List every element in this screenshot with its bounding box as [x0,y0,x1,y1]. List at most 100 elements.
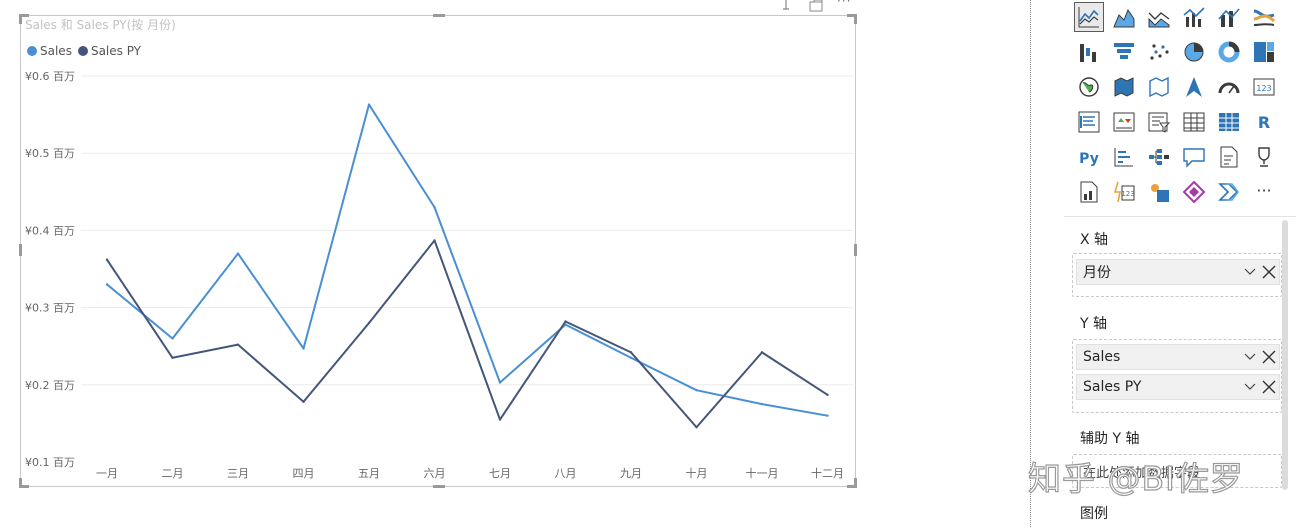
data-point[interactable] [105,258,109,261]
waterfall-chart-icon[interactable] [1074,37,1104,67]
data-point[interactable] [433,239,436,242]
x-axis-well[interactable]: 月份 [1072,253,1282,297]
power-automate-icon[interactable] [1144,177,1174,207]
data-point[interactable] [367,103,371,106]
resize-handle-right[interactable] [854,244,857,256]
chevron-down-icon[interactable] [1241,374,1259,400]
y-axis-field-sales[interactable]: Sales [1076,344,1280,370]
data-point[interactable] [171,337,174,340]
resize-handle-top-right[interactable] [847,14,857,24]
goals-icon[interactable] [1249,142,1279,172]
legend-marker-sales [27,46,37,56]
smart-narrative-icon[interactable] [1214,142,1244,172]
resize-handle-bottom[interactable] [433,485,445,488]
focus-mode-icon[interactable] [809,0,823,15]
close-icon[interactable] [1259,259,1279,285]
chevron-down-icon[interactable] [1241,259,1259,285]
funnel-chart-icon[interactable] [1109,37,1139,67]
secondary-y-axis-well[interactable]: 在此处添加数据字段 [1072,454,1282,488]
series-line-sales-py[interactable] [106,239,829,429]
resize-handle-top[interactable] [433,14,445,17]
stacked-area-chart-icon[interactable] [1144,2,1174,32]
x-axis-field-month[interactable]: 月份 [1076,259,1280,285]
scatter-chart-icon[interactable] [1144,37,1174,67]
card-icon[interactable]: 123 [1249,72,1279,102]
legend-item-sales-py[interactable]: Sales PY [77,44,142,58]
area-chart-icon[interactable] [1109,2,1139,32]
power-apps-diamond-icon[interactable] [1214,177,1244,207]
key-influencers-icon[interactable] [1109,142,1139,172]
data-point[interactable] [367,321,371,325]
azure-map-icon[interactable] [1179,72,1209,102]
data-point[interactable] [498,381,502,384]
kpi-icon[interactable] [1109,107,1139,137]
qa-visual-icon[interactable] [1179,142,1209,172]
pie-chart-icon[interactable] [1179,37,1209,67]
x-tick-label: 一月 [96,467,118,480]
matrix-icon[interactable] [1214,107,1244,137]
data-point[interactable] [695,389,698,392]
x-tick-label: 九月 [620,467,642,480]
visualizations-pane: 123 R Py 123 ··· X 轴 月份 Y 轴 Sales Sales PY [1064,0,1296,527]
legend-label-sales-py: Sales PY [90,44,142,58]
data-point[interactable] [695,426,698,429]
data-point[interactable] [302,347,305,350]
gauge-icon[interactable] [1214,72,1244,102]
line-stacked-column-icon[interactable] [1214,2,1244,32]
ribbon-chart-icon[interactable] [1249,2,1279,32]
data-point[interactable] [760,351,764,354]
resize-handle-top-left[interactable] [19,14,29,24]
data-point[interactable] [105,283,109,286]
donut-chart-icon[interactable] [1214,37,1244,67]
series-line-sales[interactable] [106,103,828,417]
data-point[interactable] [629,356,633,359]
pane-scrollbar[interactable] [1282,220,1288,490]
more-visuals-icon[interactable]: ··· [1249,177,1279,207]
filled-map-icon[interactable] [1109,72,1139,102]
y-tick-label: ¥0.6 百万 [25,70,75,83]
close-icon[interactable] [1259,374,1279,400]
slicer-icon[interactable] [1144,107,1174,137]
data-point[interactable] [629,351,633,354]
legend-item-sales[interactable]: Sales [27,44,72,58]
resize-handle-bottom-right[interactable] [847,478,857,488]
svg-text:Py: Py [1079,151,1099,167]
data-point[interactable] [236,343,240,346]
arcgis-icon[interactable] [1179,177,1209,207]
data-point[interactable] [171,356,174,359]
more-options-icon[interactable]: ··· [837,0,852,8]
paginated-report-icon[interactable] [1074,177,1104,207]
data-point[interactable] [302,400,305,403]
data-point[interactable] [564,320,567,323]
table-icon[interactable] [1179,107,1209,137]
r-script-visual-icon[interactable]: R [1249,107,1279,137]
y-axis-field-sales-py[interactable]: Sales PY [1076,374,1280,400]
close-icon[interactable] [1259,344,1279,370]
data-point[interactable] [433,206,436,209]
line-clustered-column-icon[interactable] [1179,2,1209,32]
x-tick-label: 七月 [489,467,511,480]
data-point[interactable] [826,393,829,397]
line-chart-visual[interactable]: ··· Sales 和 Sales PY(按 月份) Sales Sales P… [19,0,857,488]
pin-icon[interactable] [781,0,791,15]
python-visual-icon[interactable]: Py [1074,142,1104,172]
legend-label-sales: Sales [40,44,72,58]
treemap-icon[interactable] [1249,37,1279,67]
data-point[interactable] [826,414,829,417]
data-point[interactable] [760,402,764,406]
data-point[interactable] [498,418,502,421]
chart-legend: Sales Sales PY [27,44,147,58]
resize-handle-left[interactable] [19,244,22,256]
shape-map-icon[interactable] [1144,72,1174,102]
resize-handle-bottom-left[interactable] [19,478,29,488]
line-chart-icon[interactable] [1074,2,1104,32]
multi-row-card-icon[interactable] [1074,107,1104,137]
power-apps-icon[interactable]: 123 [1109,177,1139,207]
data-point[interactable] [236,252,240,255]
y-tick-label: ¥0.3 百万 [25,302,75,315]
chevron-down-icon[interactable] [1241,344,1259,370]
map-icon[interactable] [1074,72,1104,102]
y-axis-well[interactable]: Sales Sales PY [1072,339,1282,413]
decomposition-tree-icon[interactable] [1144,142,1174,172]
